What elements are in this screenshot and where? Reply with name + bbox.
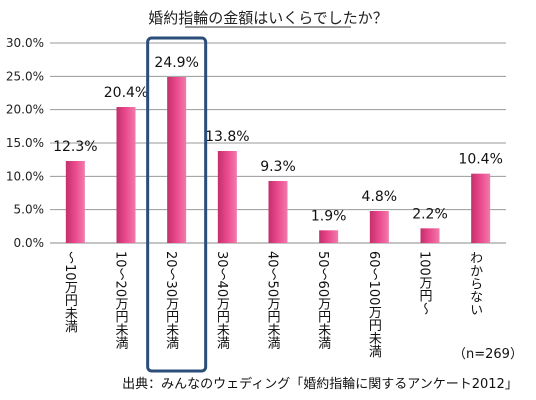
y-tick-label: 30.0% [6,36,44,50]
bar [167,77,187,243]
bar [268,181,288,243]
highlight-frame [146,36,208,373]
category-labels: ～10万円未満 10～20万円未満 20～30万円未満 30～40万円未満 40～50万… [62,251,483,358]
category-label: 60～100万円未満 [366,251,382,358]
bar [471,173,491,243]
bar [217,151,237,243]
category-label: 50～60万円未満 [315,251,331,350]
y-tick-label: 25.0% [6,69,44,83]
chart-title: 婚約指輪の金額はいくらでしたか？ [148,9,388,27]
y-tick-label: 5.0% [14,203,45,217]
data-label: 4.8% [362,189,398,205]
category-label: 10～20万円未満 [113,251,129,350]
bar [65,161,85,243]
bar [116,107,136,243]
category-label: わからない [467,251,483,316]
source-note: 出典：みんなのウェディング「婚約指輪に関するアンケート2012」 [122,376,518,392]
data-label: 9.3% [260,159,296,175]
data-label: 24.9% [154,55,198,71]
data-label: 2.2% [412,206,448,222]
data-label: 20.4% [104,85,148,101]
category-label: 30～40万円未満 [214,251,230,350]
bars [65,77,491,243]
category-label: ～10万円未満 [62,251,78,333]
sample-size-annotation: （n=269） [453,347,523,362]
y-tick-label: 10.0% [6,169,44,183]
bar [319,230,339,243]
category-label: 100万円～ [417,251,433,315]
y-tick-label: 20.0% [6,103,44,117]
category-label: 20～30万円未満 [163,251,179,350]
data-label: 12.3% [53,139,97,155]
y-tick-label: 15.0% [6,136,44,150]
bar [420,228,440,243]
y-axis-ticks: 0.0% 5.0% 10.0% 15.0% 20.0% 25.0% 30.0% [6,36,44,250]
data-labels: 12.3% 20.4% 24.9% 13.8% 9.3% 1.9% 4.8% 2.2% 10.4… [53,55,503,224]
y-tick-label: 0.0% [14,236,45,250]
category-label: 40～50万円未満 [265,251,281,350]
data-label: 13.8% [205,129,249,145]
data-label: 1.9% [311,208,347,224]
bar [369,211,389,243]
data-label: 10.4% [458,152,502,168]
